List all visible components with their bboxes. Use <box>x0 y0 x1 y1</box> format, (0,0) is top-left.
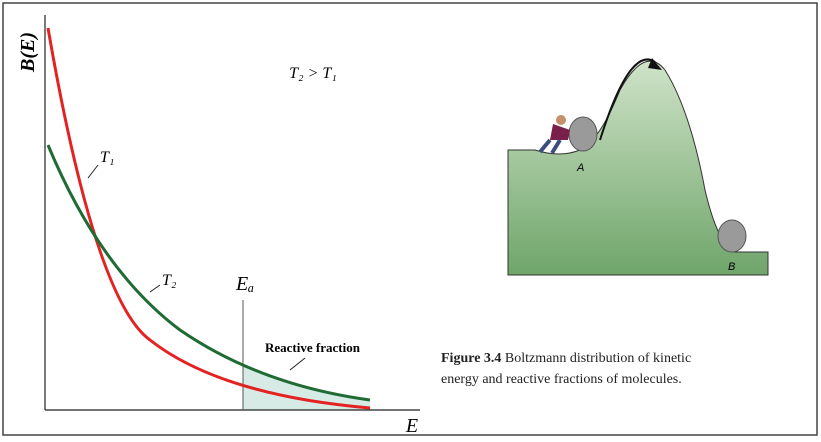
y-axis-label: B(E) <box>17 32 39 73</box>
curve-t2 <box>48 145 370 400</box>
condition: T₂ > T₁ <box>289 65 337 82</box>
threshold-label: Eₐ <box>235 273 254 295</box>
caption-line: Figure 3.4 Boltzmann distribution of kin… <box>441 351 691 366</box>
caption-label: Figure 3.4 <box>441 351 501 366</box>
caption-text: Boltzmann distribution of kinetic <box>505 351 691 366</box>
leader <box>88 165 98 178</box>
x-axis-label: E <box>405 415 418 437</box>
leader <box>150 285 160 292</box>
curve-label: T₁ <box>100 149 114 166</box>
leader <box>290 358 305 370</box>
curve-label: T₂ <box>162 272 177 289</box>
figure: B(E) E T₂ > T₁ T₁ T₂ Eₐ Reactive fractio… <box>0 0 821 442</box>
point-label: A <box>576 162 584 174</box>
region-label: Reactive fraction <box>265 340 361 355</box>
hill-illustration <box>508 58 768 275</box>
point-label: B <box>728 261 735 273</box>
caption-text: energy and reactive fractions of molecul… <box>441 372 682 387</box>
